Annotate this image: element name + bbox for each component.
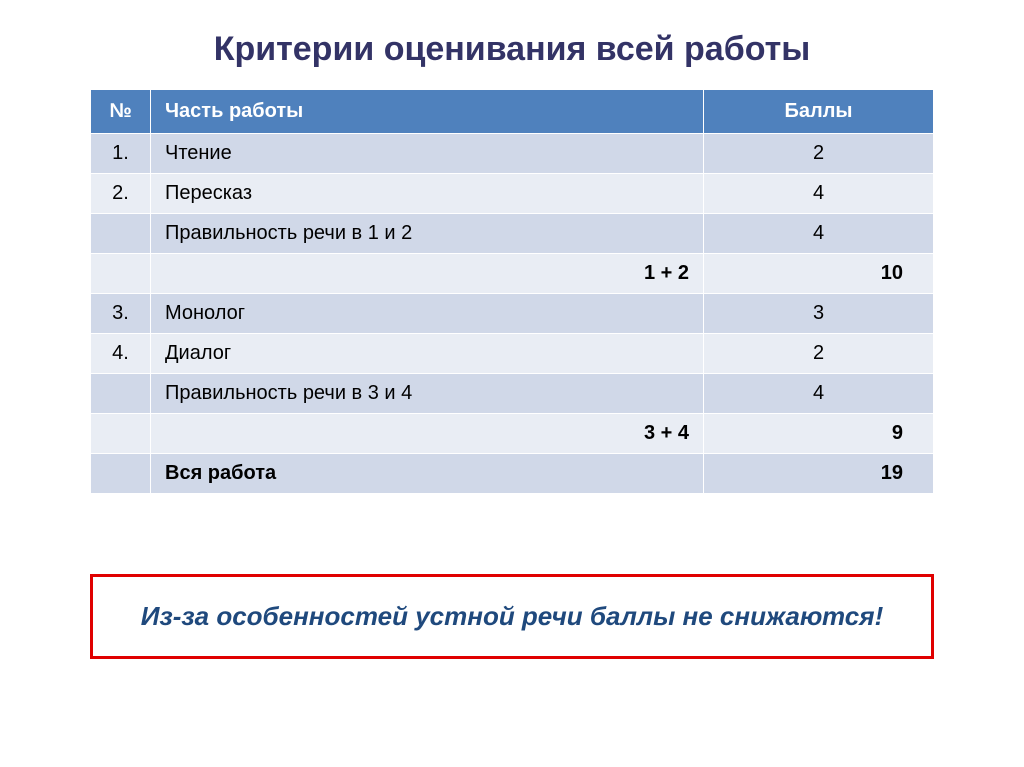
cell-number: [91, 414, 151, 454]
table-header-row: № Часть работы Баллы: [91, 90, 934, 134]
table-row: 1.Чтение2: [91, 134, 934, 174]
header-part: Часть работы: [151, 90, 704, 134]
table-row: Правильность речи в 1 и 24: [91, 214, 934, 254]
cell-part: Монолог: [151, 294, 704, 334]
cell-score: 4: [704, 174, 934, 214]
cell-number: 2.: [91, 174, 151, 214]
cell-number: 1.: [91, 134, 151, 174]
cell-score: 9: [704, 414, 934, 454]
header-score: Баллы: [704, 90, 934, 134]
table-row: 1 + 210: [91, 254, 934, 294]
cell-score: 2: [704, 334, 934, 374]
cell-score: 10: [704, 254, 934, 294]
cell-number: [91, 214, 151, 254]
cell-score: 2: [704, 134, 934, 174]
cell-score: 3: [704, 294, 934, 334]
cell-number: [91, 254, 151, 294]
cell-part: 3 + 4: [151, 414, 704, 454]
cell-part: Вся работа: [151, 454, 704, 494]
table-row: 2.Пересказ4: [91, 174, 934, 214]
cell-part: Пересказ: [151, 174, 704, 214]
cell-score: 19: [704, 454, 934, 494]
criteria-table: № Часть работы Баллы 1.Чтение22.Пересказ…: [90, 89, 934, 494]
table-row: 3 + 49: [91, 414, 934, 454]
cell-part: Правильность речи в 1 и 2: [151, 214, 704, 254]
cell-number: [91, 454, 151, 494]
table-row: Правильность речи в 3 и 44: [91, 374, 934, 414]
page-title: Критерии оценивания всей работы: [90, 30, 934, 69]
header-number: №: [91, 90, 151, 134]
table-row: 4.Диалог2: [91, 334, 934, 374]
cell-number: [91, 374, 151, 414]
cell-part: Диалог: [151, 334, 704, 374]
cell-score: 4: [704, 214, 934, 254]
cell-part: 1 + 2: [151, 254, 704, 294]
callout-note: Из-за особенностей устной речи баллы не …: [90, 574, 934, 659]
cell-part: Чтение: [151, 134, 704, 174]
cell-number: 3.: [91, 294, 151, 334]
cell-number: 4.: [91, 334, 151, 374]
table-row: 3.Монолог3: [91, 294, 934, 334]
cell-part: Правильность речи в 3 и 4: [151, 374, 704, 414]
cell-score: 4: [704, 374, 934, 414]
table-row: Вся работа19: [91, 454, 934, 494]
